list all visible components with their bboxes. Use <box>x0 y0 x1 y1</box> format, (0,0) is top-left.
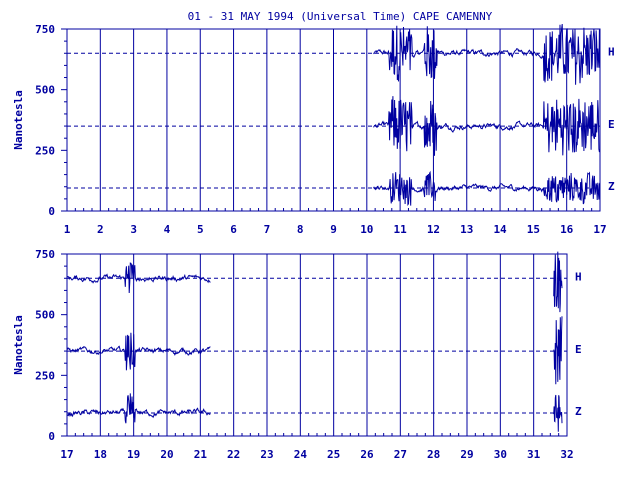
y-tick-label: 750 <box>35 248 55 261</box>
trace-burst-Z <box>553 394 563 432</box>
x-tick-label: 1 <box>64 223 71 236</box>
x-tick-label: 8 <box>297 223 304 236</box>
x-tick-label: 10 <box>360 223 373 236</box>
trace-E <box>66 332 211 371</box>
x-tick-label: 17 <box>60 448 73 461</box>
chart-title: 01 - 31 MAY 1994 (Universal Time) CAPE C… <box>188 10 493 23</box>
x-tick-label: 17 <box>593 223 606 236</box>
trace-Z <box>373 170 601 207</box>
x-tick-label: 32 <box>560 448 573 461</box>
x-tick-label: 22 <box>227 448 240 461</box>
y-tick-label: 0 <box>48 205 55 218</box>
x-tick-label: 25 <box>327 448 340 461</box>
trace-H <box>373 23 601 85</box>
series-label-H: H <box>608 45 615 58</box>
y-tick-label: 500 <box>35 309 55 322</box>
x-tick-label: 12 <box>427 223 440 236</box>
y-axis-label: Nanotesla <box>12 315 25 375</box>
trace-H <box>67 262 211 294</box>
y-axis-label: Nanotesla <box>12 90 25 150</box>
series-label-E: E <box>608 118 615 131</box>
x-tick-label: 23 <box>260 448 273 461</box>
y-tick-label: 250 <box>35 144 55 157</box>
x-tick-label: 16 <box>560 223 574 236</box>
x-tick-label: 7 <box>264 223 271 236</box>
x-tick-label: 27 <box>394 448 407 461</box>
x-tick-label: 3 <box>130 223 137 236</box>
trace-burst-H <box>553 251 563 313</box>
y-tick-label: 250 <box>35 369 55 382</box>
x-tick-label: 24 <box>294 448 308 461</box>
series-label-Z: Z <box>575 405 582 418</box>
x-tick-label: 28 <box>427 448 440 461</box>
plot-frame <box>66 253 568 437</box>
y-tick-label: 500 <box>35 84 55 97</box>
y-tick-label: 750 <box>35 23 55 36</box>
x-tick-label: 9 <box>330 223 337 236</box>
x-tick-label: 15 <box>527 223 540 236</box>
x-tick-label: 20 <box>160 448 173 461</box>
trace-E <box>373 96 601 156</box>
series-label-E: E <box>575 343 582 356</box>
x-tick-label: 31 <box>527 448 541 461</box>
y-tick-label: 0 <box>48 430 55 443</box>
x-tick-label: 29 <box>460 448 473 461</box>
x-tick-label: 2 <box>97 223 104 236</box>
x-tick-label: 6 <box>230 223 237 236</box>
x-tick-label: 18 <box>94 448 107 461</box>
x-tick-label: 11 <box>394 223 408 236</box>
panel-2: 0 250 500 750 17 18 19 20 21 22 23 24 25 26 27 28 29 30 31… <box>12 248 582 461</box>
x-tick-label: 14 <box>493 223 507 236</box>
x-tick-label: 13 <box>460 223 473 236</box>
series-label-H: H <box>575 270 582 283</box>
x-tick-label: 5 <box>197 223 204 236</box>
trace-Z <box>66 393 211 424</box>
trace-burst-E <box>553 316 563 385</box>
x-tick-label: 30 <box>494 448 507 461</box>
x-tick-label: 19 <box>127 448 140 461</box>
x-tick-label: 21 <box>194 448 208 461</box>
series-label-Z: Z <box>608 180 615 193</box>
x-tick-label: 26 <box>360 448 374 461</box>
x-tick-label: 4 <box>164 223 171 236</box>
